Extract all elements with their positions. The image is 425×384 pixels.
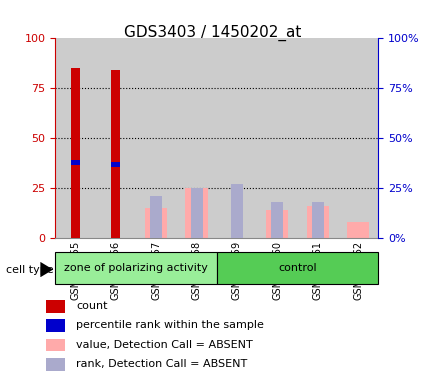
Bar xyxy=(150,196,162,238)
Bar xyxy=(306,206,329,238)
Bar xyxy=(71,160,80,165)
Bar xyxy=(257,38,298,238)
Bar xyxy=(46,339,65,351)
Bar xyxy=(231,184,243,238)
Bar xyxy=(217,252,378,284)
Bar xyxy=(145,208,167,238)
Text: control: control xyxy=(278,263,317,273)
Bar xyxy=(96,38,136,238)
Bar xyxy=(46,358,65,371)
Bar xyxy=(71,68,80,238)
Bar xyxy=(312,202,324,238)
Bar xyxy=(271,202,283,238)
Text: GDS3403 / 1450202_at: GDS3403 / 1450202_at xyxy=(124,25,301,41)
Bar xyxy=(338,38,378,238)
Bar xyxy=(136,38,176,238)
Text: value, Detection Call = ABSENT: value, Detection Call = ABSENT xyxy=(76,340,253,350)
Bar xyxy=(111,70,120,238)
Text: count: count xyxy=(76,301,108,311)
Bar xyxy=(217,38,257,238)
Bar xyxy=(298,38,338,238)
Text: percentile rank within the sample: percentile rank within the sample xyxy=(76,320,264,330)
Bar xyxy=(347,222,369,238)
Bar xyxy=(185,188,208,238)
Polygon shape xyxy=(40,262,53,277)
Text: rank, Detection Call = ABSENT: rank, Detection Call = ABSENT xyxy=(76,359,247,369)
Bar xyxy=(55,38,96,238)
Text: cell type: cell type xyxy=(6,265,54,275)
Bar xyxy=(190,188,203,238)
Bar xyxy=(266,210,289,238)
Bar xyxy=(55,252,217,284)
Text: zone of polarizing activity: zone of polarizing activity xyxy=(64,263,208,273)
Bar xyxy=(46,319,65,332)
Bar xyxy=(46,300,65,313)
Bar xyxy=(111,162,120,167)
Bar xyxy=(176,38,217,238)
